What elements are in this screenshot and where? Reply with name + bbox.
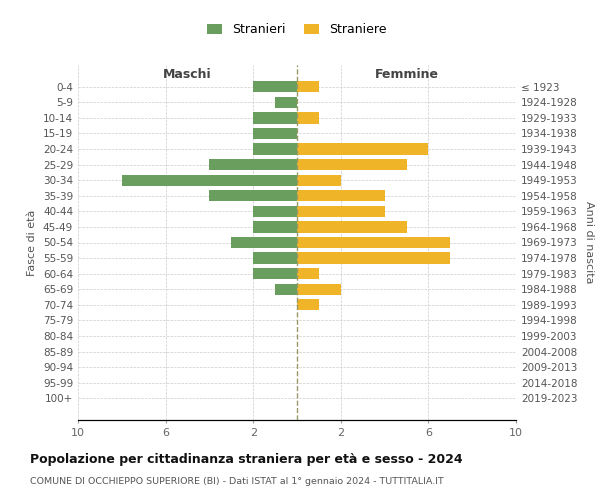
Bar [297, 206, 385, 217]
Bar [253, 81, 297, 92]
Bar [297, 222, 407, 232]
Y-axis label: Anni di nascita: Anni di nascita [584, 201, 594, 284]
Bar [253, 252, 297, 264]
Bar [297, 299, 319, 310]
Bar [253, 144, 297, 154]
Bar [297, 112, 319, 124]
Bar [297, 190, 385, 202]
Bar [253, 222, 297, 232]
Text: Femmine: Femmine [374, 68, 439, 81]
Bar [122, 174, 297, 186]
Bar [297, 268, 319, 280]
Legend: Stranieri, Straniere: Stranieri, Straniere [202, 18, 392, 41]
Bar [297, 174, 341, 186]
Bar [253, 128, 297, 139]
Bar [232, 237, 297, 248]
Bar [253, 206, 297, 217]
Bar [209, 190, 297, 202]
Bar [297, 252, 450, 264]
Bar [253, 112, 297, 124]
Text: COMUNE DI OCCHIEPPO SUPERIORE (BI) - Dati ISTAT al 1° gennaio 2024 - TUTTITALIA.: COMUNE DI OCCHIEPPO SUPERIORE (BI) - Dat… [30, 478, 444, 486]
Bar [297, 144, 428, 154]
Bar [297, 81, 319, 92]
Bar [253, 268, 297, 280]
Bar [209, 159, 297, 170]
Text: Maschi: Maschi [163, 68, 212, 81]
Bar [297, 159, 407, 170]
Bar [297, 237, 450, 248]
Bar [275, 96, 297, 108]
Y-axis label: Fasce di età: Fasce di età [28, 210, 37, 276]
Bar [275, 284, 297, 295]
Bar [297, 284, 341, 295]
Text: Popolazione per cittadinanza straniera per età e sesso - 2024: Popolazione per cittadinanza straniera p… [30, 452, 463, 466]
